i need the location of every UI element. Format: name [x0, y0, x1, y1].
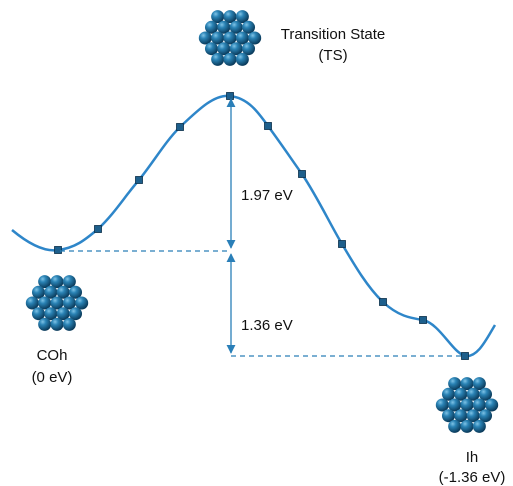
ts-abbrev: (TS)	[318, 47, 347, 64]
end-energy: (-1.36 eV)	[439, 469, 506, 486]
start-energy: (0 eV)	[32, 369, 73, 386]
path-point	[95, 226, 102, 233]
cluster	[26, 275, 88, 331]
atom	[448, 420, 461, 433]
barrier-label: 1.97 eV	[241, 187, 293, 204]
atom	[63, 318, 76, 331]
path-point	[299, 171, 306, 178]
path-point	[55, 247, 62, 254]
path-point	[420, 317, 427, 324]
cluster	[199, 10, 261, 66]
cluster	[436, 377, 498, 433]
path-point	[339, 241, 346, 248]
atom	[211, 53, 224, 66]
end-name: Ih	[466, 449, 479, 466]
atom	[224, 53, 237, 66]
path-point	[227, 93, 234, 100]
energy-diagram: Transition State (TS) 1.97 eV 1.36 eV CO…	[0, 0, 513, 486]
atom	[461, 420, 474, 433]
ts-label: Transition State	[281, 26, 386, 43]
start-name: COh	[37, 347, 68, 364]
atom	[236, 53, 249, 66]
atom	[51, 318, 64, 331]
atom	[473, 420, 486, 433]
path-point	[265, 123, 272, 130]
atom	[38, 318, 51, 331]
path-point	[136, 177, 143, 184]
clusters	[26, 10, 498, 433]
path-point	[177, 124, 184, 131]
path-point	[380, 299, 387, 306]
energy-label: 1.36 eV	[241, 317, 293, 334]
